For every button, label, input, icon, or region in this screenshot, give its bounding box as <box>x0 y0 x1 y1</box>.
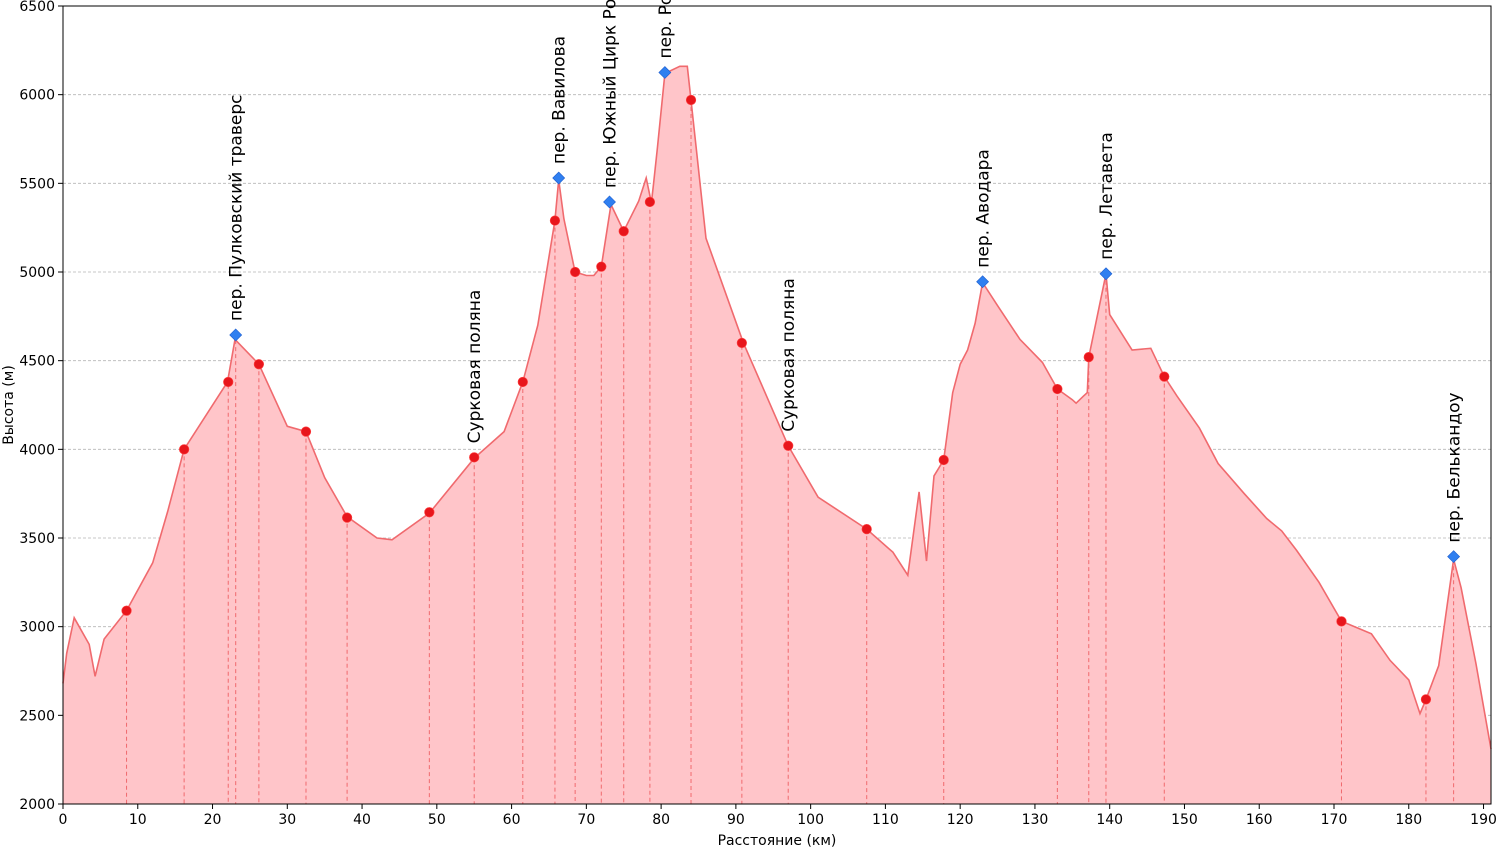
x-tick-label: 70 <box>577 812 595 828</box>
waypoint-dot <box>1052 383 1063 395</box>
drop-lines <box>126 99 1455 804</box>
waypoint-dot <box>596 261 607 272</box>
x-tick-label: 50 <box>428 812 446 828</box>
x-tick-label: 0 <box>59 812 68 828</box>
profile-line <box>62 65 1492 750</box>
waypoint-dot <box>223 376 234 388</box>
waypoint-dot <box>1159 371 1170 382</box>
waypoint-dot <box>938 454 949 466</box>
y-tick-label: 2000 <box>19 797 55 813</box>
pass-marker <box>1447 550 1461 564</box>
pass-label: пер. Россия <box>656 0 676 59</box>
x-tick-label: 40 <box>353 812 371 828</box>
x-tick-label: 20 <box>204 812 222 828</box>
x-tick-label: 120 <box>947 812 974 828</box>
x-axis-title: Расстояние (км) <box>718 833 837 848</box>
pass-marker <box>1099 267 1113 281</box>
pass-marker <box>658 66 672 79</box>
pass-labels: пер. Пулковский траверс пер. Вавилова пер.… <box>227 0 1465 543</box>
waypoint-dot <box>253 359 264 370</box>
y-tick-label: 5000 <box>19 265 55 281</box>
waypoint-dot <box>549 215 561 226</box>
x-tick-label: 170 <box>1321 812 1348 828</box>
x-tick-label: 160 <box>1246 812 1273 828</box>
pass-marker <box>976 275 990 289</box>
waypoint-dot <box>121 605 132 616</box>
waypoint-dot <box>300 426 312 437</box>
y-tick-label: 3500 <box>19 531 55 547</box>
waypoint-dot <box>1336 616 1347 627</box>
y-tick-label: 6000 <box>19 88 55 104</box>
x-tick-label: 140 <box>1096 812 1123 828</box>
waypoint-dot <box>618 226 629 237</box>
y-tick-label: 3000 <box>19 620 55 636</box>
waypoint-dot <box>1083 352 1094 363</box>
x-tick-label: 80 <box>652 812 670 828</box>
pass-marker <box>552 171 566 185</box>
pass-label: пер. Аводара <box>974 149 994 268</box>
pass-label: пер. Пулковский траверс <box>227 95 247 321</box>
x-tick-label: 110 <box>872 812 899 828</box>
x-tick-label: 180 <box>1395 812 1422 828</box>
waypoint-dot <box>570 266 581 278</box>
waypoint-dot <box>179 444 190 455</box>
x-tick-label: 190 <box>1470 812 1497 828</box>
y-tick-label: 2500 <box>19 708 55 724</box>
waypoint-dot <box>1420 694 1432 705</box>
x-tick-label: 60 <box>503 812 521 828</box>
waypoint-dot <box>685 94 697 106</box>
waypoint-dot <box>469 452 480 463</box>
place-label: Сурковая поляна <box>465 290 485 444</box>
y-tick-label: 5500 <box>19 176 55 192</box>
x-tick-label: 130 <box>1022 812 1049 828</box>
x-tick-label: 150 <box>1171 812 1198 828</box>
y-axis-title: Высота (м) <box>1 365 17 445</box>
place-label: Сурковая поляна <box>779 278 799 432</box>
profile-area <box>62 65 1492 805</box>
waypoint-dot <box>424 507 435 518</box>
x-tick-label: 90 <box>727 812 745 828</box>
pass-label: пер. Белькандоу <box>1445 392 1465 542</box>
data-points <box>121 94 1432 705</box>
x-tick-label: 100 <box>797 812 824 828</box>
waypoint-dot <box>783 440 794 451</box>
pass-markers <box>229 66 1461 564</box>
waypoint-dot <box>644 196 656 208</box>
pass-marker <box>229 328 243 342</box>
x-tick-label: 10 <box>129 812 147 828</box>
y-tick-label: 4500 <box>19 354 55 370</box>
pass-label: пер. Летавета <box>1097 132 1117 260</box>
plot-frame <box>62 5 1492 805</box>
pass-marker <box>603 195 616 209</box>
pass-label: пер. Южный Цирк России <box>601 0 621 188</box>
pass-label: пер. Вавилова <box>550 36 570 164</box>
y-tick-label: 6500 <box>19 0 55 15</box>
waypoint-dot <box>342 512 353 523</box>
waypoint-dot <box>861 524 872 535</box>
axes: 0 10 20 30 40 50 60 70 80 90 100 110 120 130 140 150 160… <box>19 0 1497 828</box>
x-tick-label: 30 <box>278 812 296 828</box>
waypoint-dot <box>736 337 747 349</box>
y-tick-label: 4000 <box>19 442 55 458</box>
profile-fill <box>63 66 1491 805</box>
waypoint-dot <box>517 376 528 388</box>
